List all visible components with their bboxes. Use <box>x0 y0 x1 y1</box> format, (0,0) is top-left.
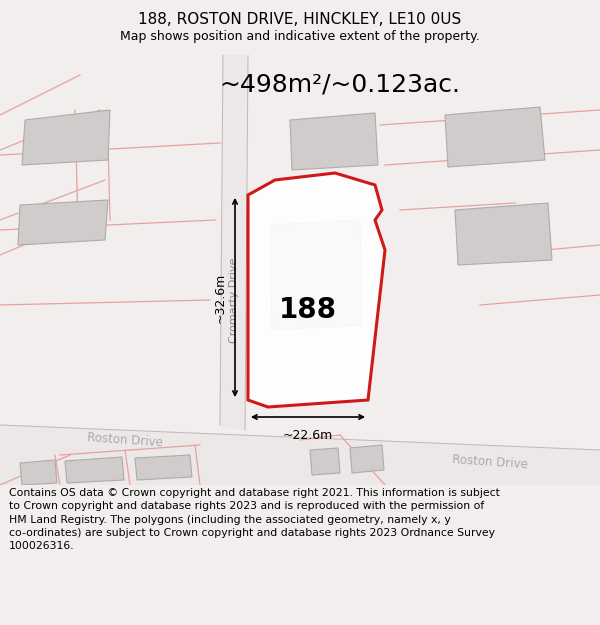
Text: ~498m²/~0.123ac.: ~498m²/~0.123ac. <box>220 73 461 97</box>
Polygon shape <box>22 110 110 165</box>
Text: ~22.6m: ~22.6m <box>283 429 333 442</box>
Polygon shape <box>310 448 340 475</box>
Polygon shape <box>220 55 248 430</box>
Text: Cromarty Drive: Cromarty Drive <box>229 258 239 343</box>
Text: Map shows position and indicative extent of the property.: Map shows position and indicative extent… <box>120 30 480 43</box>
Polygon shape <box>20 460 57 485</box>
Text: Roston Drive: Roston Drive <box>87 431 163 449</box>
Polygon shape <box>455 203 552 265</box>
Polygon shape <box>290 113 378 170</box>
Polygon shape <box>445 107 545 167</box>
Text: Roston Drive: Roston Drive <box>452 453 528 471</box>
Text: Contains OS data © Crown copyright and database right 2021. This information is : Contains OS data © Crown copyright and d… <box>9 488 500 551</box>
Polygon shape <box>270 220 362 330</box>
Polygon shape <box>65 457 124 483</box>
Polygon shape <box>248 173 385 407</box>
Text: 188, ROSTON DRIVE, HINCKLEY, LE10 0US: 188, ROSTON DRIVE, HINCKLEY, LE10 0US <box>139 12 461 27</box>
Polygon shape <box>18 200 108 245</box>
Polygon shape <box>0 425 600 485</box>
Text: 188: 188 <box>279 296 337 324</box>
Polygon shape <box>350 445 384 473</box>
Text: ~32.6m: ~32.6m <box>214 272 227 322</box>
Polygon shape <box>135 455 192 480</box>
